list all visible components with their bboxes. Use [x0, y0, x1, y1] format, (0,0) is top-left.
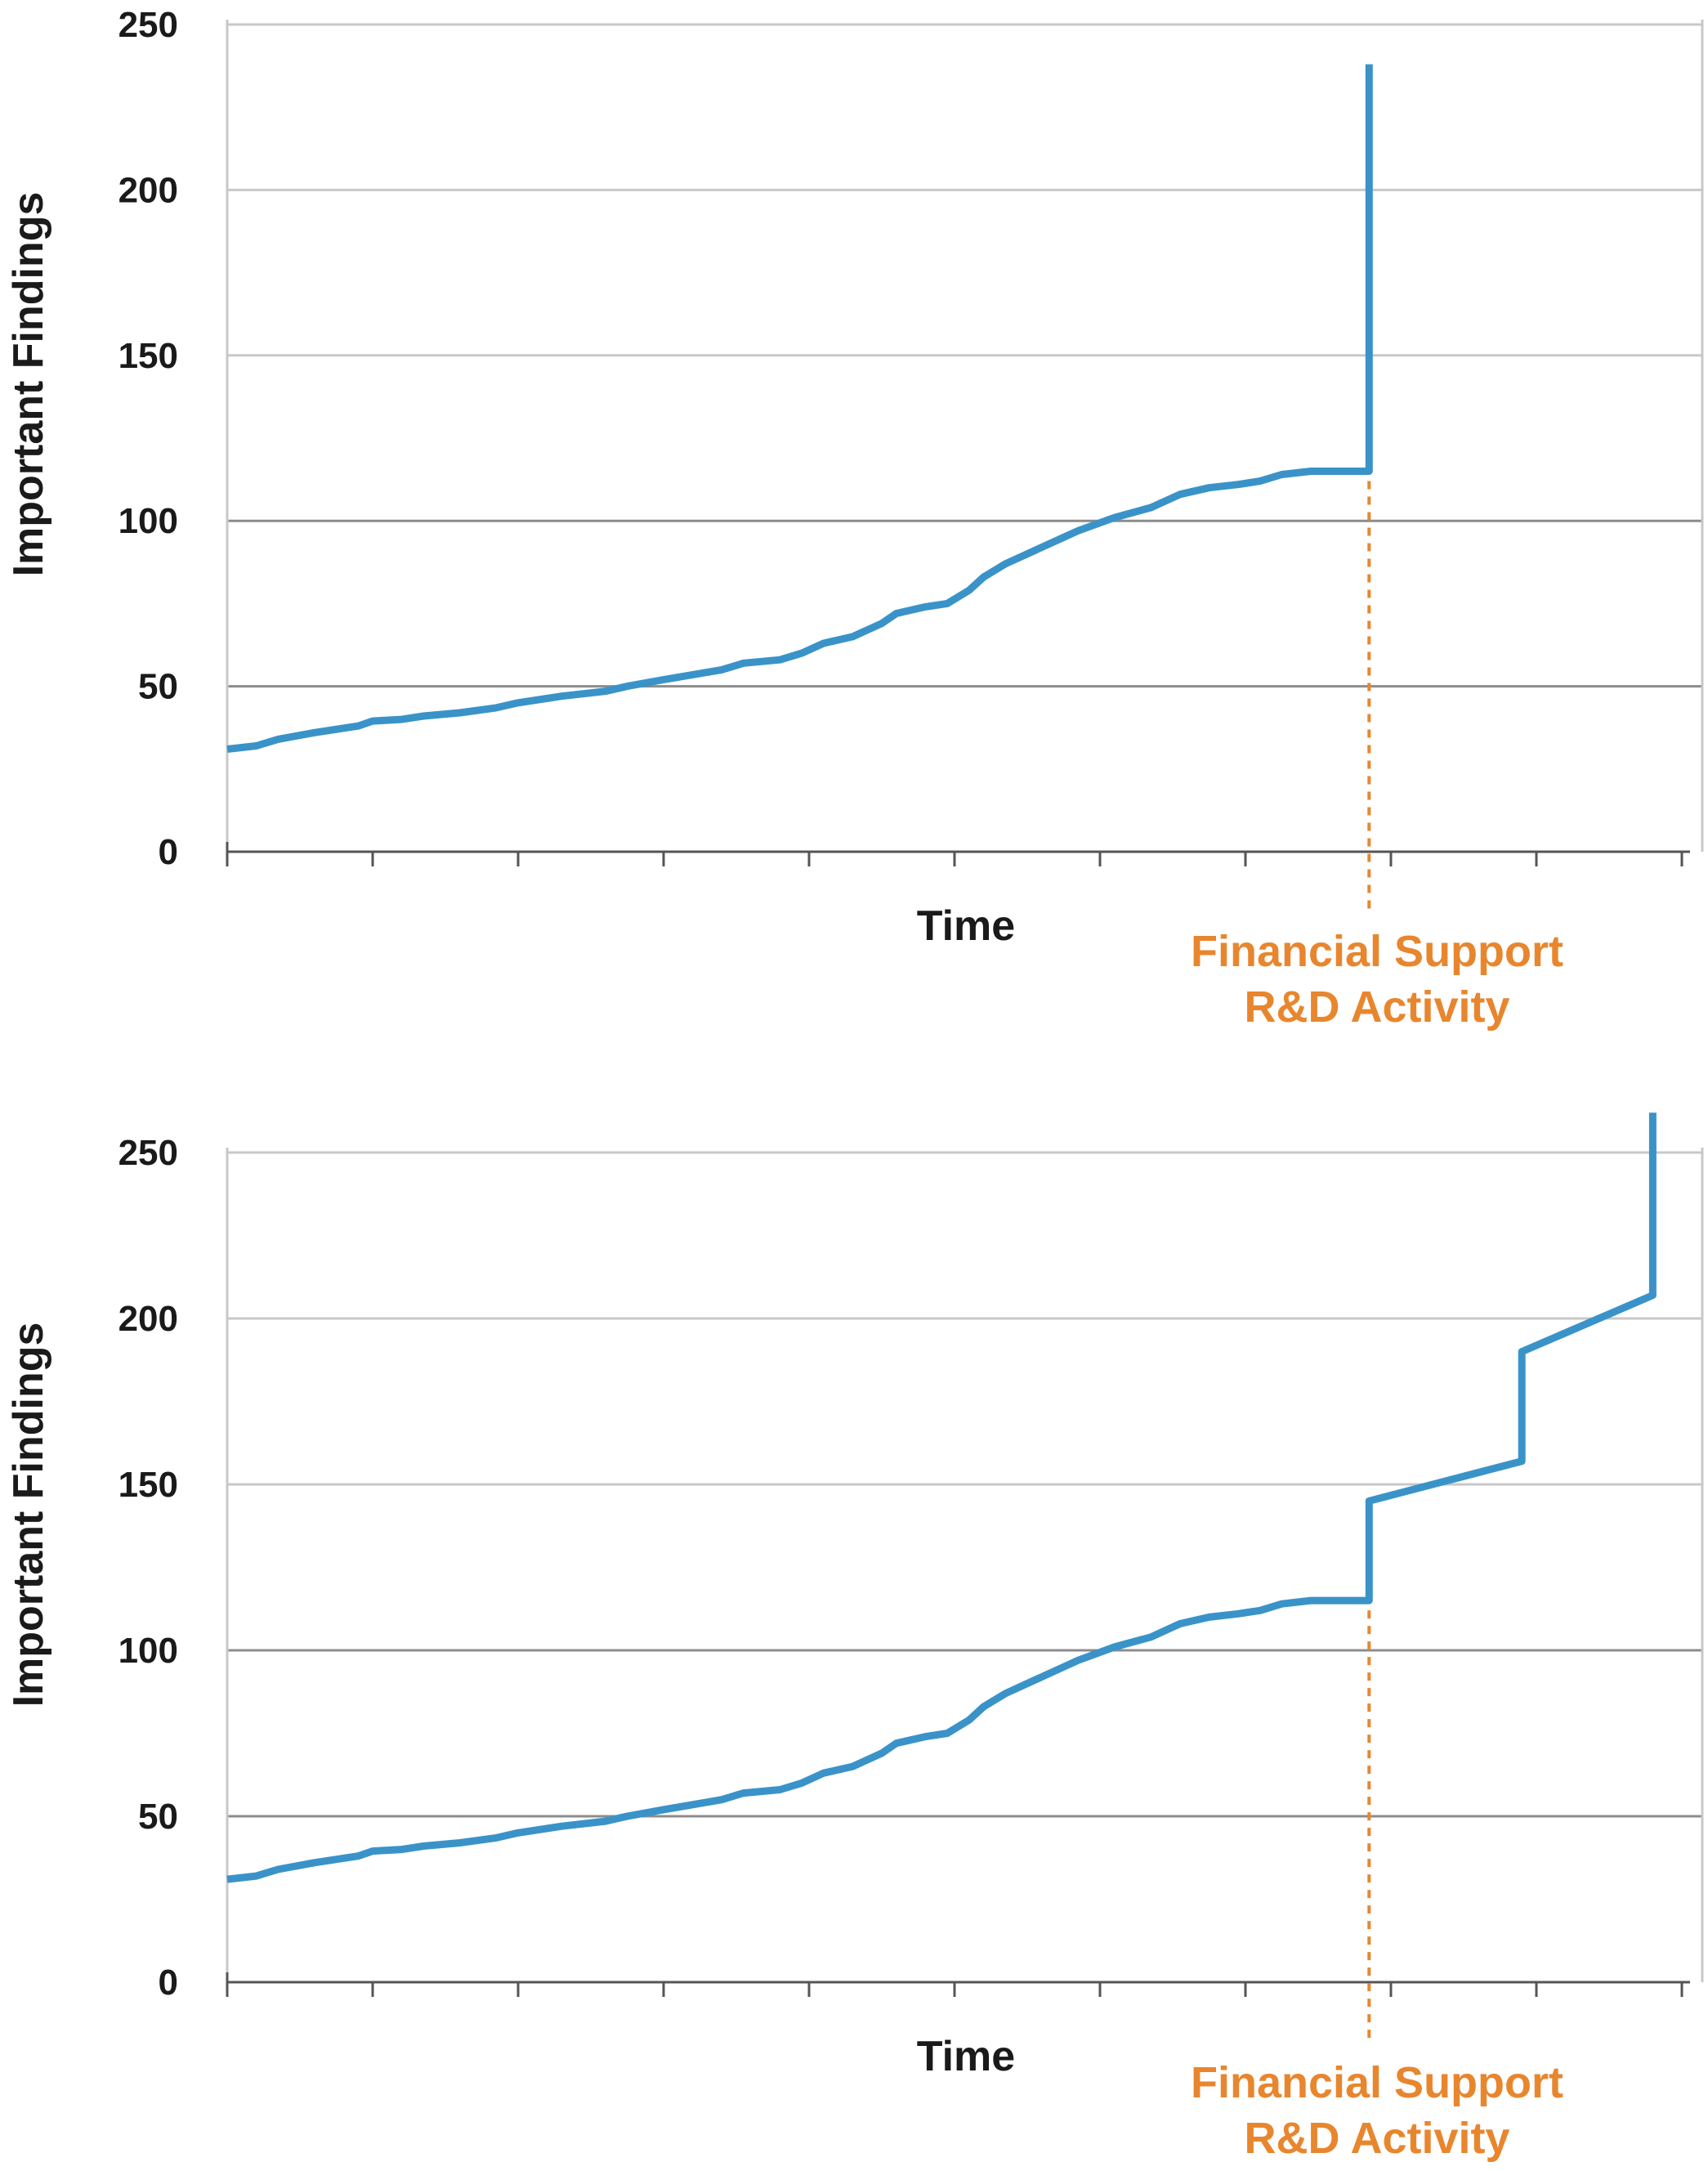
annotation-label-line1: Financial Support: [1191, 2058, 1563, 2107]
y-tick-label: 0: [159, 1963, 178, 2003]
annotation-label-line2: R&D Activity: [1244, 2114, 1509, 2163]
annotation-label-line1: Financial Support: [1191, 927, 1563, 976]
y-axis-title: Important Findings: [5, 1323, 52, 1708]
y-tick-label: 100: [118, 1631, 178, 1671]
y-axis-title: Important Findings: [5, 192, 52, 577]
chart-panel-bottom: 0 50 100 150 200 250 Important Findings Time Fin…: [5, 1112, 1704, 2163]
y-tick-label: 150: [118, 336, 178, 376]
y-tick-label: 250: [118, 5, 178, 45]
annotation-label-line2: R&D Activity: [1244, 983, 1509, 1032]
y-tick-label: 200: [118, 1299, 178, 1339]
chart-panel-top: 0 50 100 150 200 250 Important Findings Time Fin…: [5, 5, 1704, 1032]
series-line: [226, 1112, 1657, 1883]
y-tick-label: 250: [118, 1133, 178, 1173]
y-tick-label: 200: [118, 170, 178, 210]
series-line: [226, 64, 1373, 753]
x-axis-title: Time: [917, 902, 1015, 950]
y-tick-label: 50: [138, 1797, 178, 1837]
x-axis-title: Time: [917, 2033, 1015, 2080]
y-tick-label: 100: [118, 501, 178, 541]
y-tick-label: 50: [138, 667, 178, 707]
y-tick-label: 0: [159, 832, 178, 872]
y-tick-label: 150: [118, 1465, 178, 1505]
